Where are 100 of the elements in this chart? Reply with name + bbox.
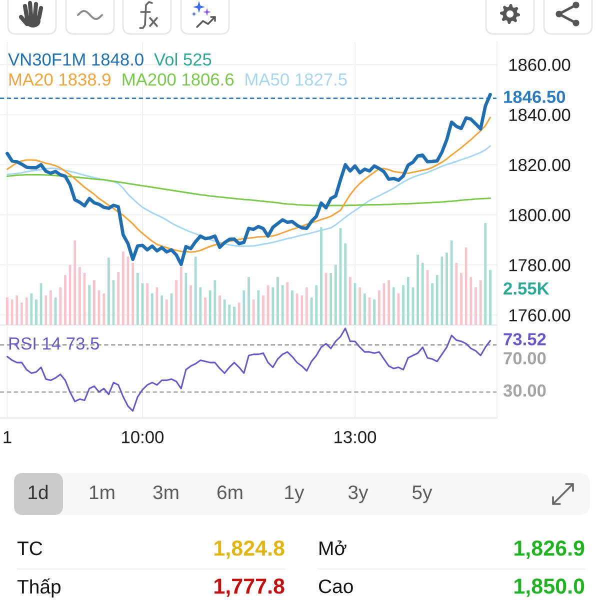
bar bbox=[242, 290, 246, 325]
bar bbox=[25, 297, 28, 325]
bar bbox=[470, 277, 472, 325]
ref-line-label: 70.00 bbox=[504, 352, 546, 364]
bar bbox=[484, 223, 487, 325]
y-tick-label: 1860.00 bbox=[509, 58, 570, 71]
bar bbox=[190, 285, 192, 325]
y-tick-label: 1800.00 bbox=[509, 208, 570, 222]
bar bbox=[92, 280, 96, 325]
bar bbox=[218, 295, 221, 325]
bar bbox=[214, 280, 216, 325]
bar bbox=[464, 247, 468, 325]
bar bbox=[194, 256, 197, 325]
bar bbox=[272, 287, 274, 325]
category-label: 3y bbox=[348, 485, 368, 504]
text: 1,850.0 bbox=[514, 578, 584, 597]
bar bbox=[59, 287, 62, 325]
line-series bbox=[6, 174, 492, 206]
y-tick-label: 1780.00 bbox=[509, 259, 570, 272]
bar bbox=[248, 277, 250, 325]
bar bbox=[455, 262, 458, 325]
text: Thấp bbox=[17, 578, 61, 598]
category-label: 1d bbox=[28, 484, 48, 500]
bar bbox=[276, 277, 279, 325]
bar bbox=[426, 270, 429, 325]
bar bbox=[40, 283, 42, 325]
bar bbox=[363, 293, 366, 325]
bar bbox=[252, 300, 255, 325]
bar bbox=[286, 282, 289, 325]
bar bbox=[330, 272, 332, 325]
bar bbox=[431, 283, 434, 325]
bar bbox=[416, 254, 419, 325]
bar bbox=[150, 293, 154, 325]
bar bbox=[479, 280, 482, 325]
bar bbox=[315, 285, 318, 325]
category-label: 1m bbox=[90, 486, 114, 500]
bar bbox=[450, 240, 453, 325]
text: 1,777.8 bbox=[214, 578, 284, 597]
bar bbox=[6, 297, 8, 325]
text: 2.55K bbox=[504, 282, 550, 295]
bar bbox=[54, 297, 57, 325]
bar bbox=[199, 287, 202, 325]
bar bbox=[204, 297, 206, 325]
bar bbox=[388, 280, 390, 325]
ref-line-label: 30.00 bbox=[503, 384, 546, 397]
bar bbox=[228, 304, 231, 325]
line-series bbox=[6, 145, 492, 247]
bar bbox=[489, 270, 492, 325]
bar bbox=[117, 272, 120, 325]
bar bbox=[440, 256, 444, 325]
text: MA50 1827.5 bbox=[246, 73, 347, 86]
bar bbox=[320, 227, 322, 325]
text: Mở bbox=[320, 540, 346, 556]
bar bbox=[281, 285, 284, 325]
category-label: 3m bbox=[153, 485, 178, 500]
line-series bbox=[6, 116, 492, 253]
bar bbox=[136, 272, 139, 325]
bar bbox=[10, 300, 14, 325]
bar bbox=[406, 277, 410, 325]
text: Cao bbox=[318, 579, 353, 594]
bar bbox=[64, 275, 66, 325]
bar bbox=[160, 295, 164, 325]
text: 1,826.9 bbox=[514, 540, 584, 559]
bar bbox=[165, 300, 168, 325]
bar bbox=[78, 266, 81, 325]
bar bbox=[348, 277, 352, 325]
bar bbox=[373, 300, 376, 325]
text: RSI 14 73.5 bbox=[9, 337, 99, 350]
bar bbox=[300, 295, 304, 325]
text: TC bbox=[17, 541, 42, 556]
bar bbox=[233, 306, 236, 325]
bar bbox=[175, 280, 178, 325]
x-tick-label: 1 bbox=[4, 431, 12, 444]
x-tick-label: 10:00 bbox=[122, 430, 164, 444]
bar bbox=[146, 283, 149, 325]
bar bbox=[238, 302, 240, 325]
bar bbox=[291, 290, 294, 325]
bar bbox=[358, 287, 362, 325]
bar bbox=[402, 285, 405, 325]
text: MA20 1838.9 bbox=[9, 73, 110, 86]
bar bbox=[88, 285, 91, 325]
bar bbox=[474, 287, 477, 325]
bar bbox=[132, 262, 134, 325]
bar bbox=[266, 285, 270, 325]
ref-line-label: 1846.50 bbox=[504, 90, 566, 104]
bar bbox=[20, 302, 23, 325]
bar bbox=[392, 287, 395, 325]
bar bbox=[421, 262, 424, 325]
y-tick-label: 1840.00 bbox=[509, 108, 570, 122]
x-tick-label: 13:00 bbox=[334, 430, 376, 444]
bar bbox=[344, 243, 347, 325]
category-label: 1y bbox=[285, 486, 304, 504]
bar bbox=[257, 290, 260, 325]
text: 1,824.8 bbox=[214, 540, 284, 559]
bar bbox=[460, 272, 462, 325]
category-label: 6m bbox=[217, 485, 242, 500]
text: MA200 1806.6 bbox=[122, 73, 234, 86]
y-tick-label: 1760.00 bbox=[509, 309, 570, 322]
bar bbox=[262, 295, 264, 325]
bar bbox=[180, 266, 182, 325]
